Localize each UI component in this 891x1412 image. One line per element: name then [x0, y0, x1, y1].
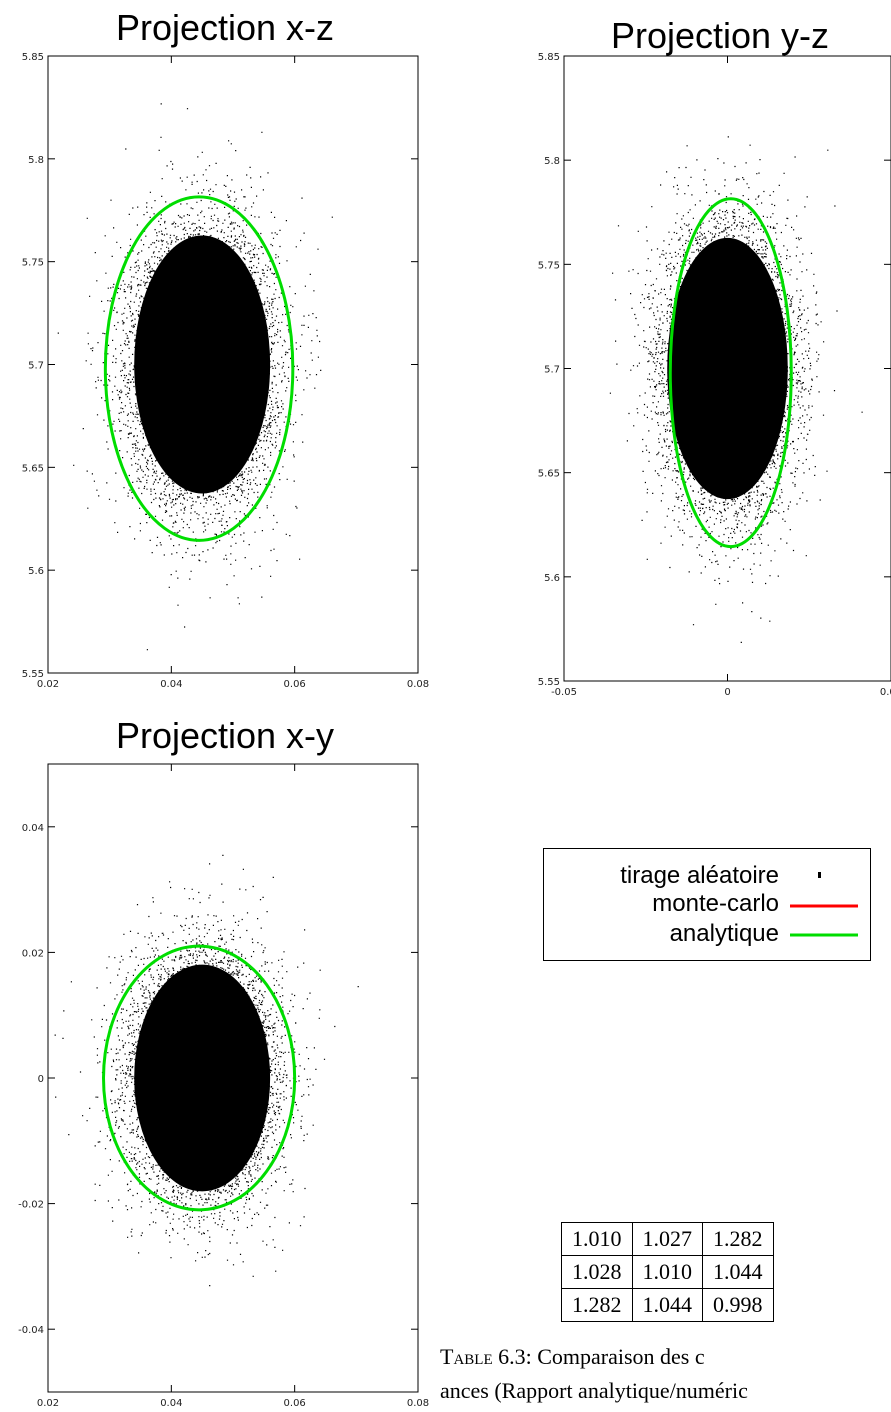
y-tick-label: 0.04 — [22, 823, 44, 834]
y-tick-label: 5.7 — [544, 365, 560, 376]
table-cell: 0.998 — [702, 1288, 774, 1322]
y-tick-label: 5.8 — [28, 155, 44, 166]
chart-title: Projection y-z — [611, 15, 829, 56]
chart-2: 0.02 0.04 0.06 0.08 -0.04 -0.02 0 0.02 0.04 Proje… — [18, 715, 429, 1409]
x-tick-label: 0.02 — [37, 679, 59, 690]
y-tick-label: 5.85 — [22, 52, 44, 63]
scatter-core — [134, 235, 271, 494]
x-tick-label: 0.04 — [160, 1398, 182, 1409]
scatter-cloud — [609, 136, 863, 644]
chart-0: 0.02 0.04 0.06 0.08 5.55 5.6 5.65 5.7 5.75 5.8 5.8… — [22, 7, 429, 690]
legend-dot-icon — [818, 872, 821, 878]
x-tick-label: 0.06 — [284, 1398, 306, 1409]
x-tick-label: 0.05 — [880, 687, 891, 698]
chart-title: Projection x-y — [116, 715, 334, 756]
table-cell: 1.044 — [702, 1255, 774, 1289]
caption-line-2: ances (Rapport analytique/numéric — [440, 1378, 748, 1403]
table-cell: 1.027 — [631, 1222, 703, 1256]
table-caption: Table 6.3: Comparaison des c ances (Rapp… — [440, 1340, 891, 1408]
legend-label-monte-carlo: monte-carlo — [652, 890, 779, 917]
y-tick-label: 0.02 — [22, 948, 44, 959]
x-tick-label: -0.05 — [551, 687, 577, 698]
table-cell: 1.282 — [702, 1222, 774, 1256]
legend-label-analytique: analytique — [670, 920, 779, 947]
scatter-cloud — [54, 854, 359, 1287]
table-cell: 1.010 — [631, 1255, 703, 1289]
scatter-core — [667, 237, 788, 500]
caption-prefix: Table — [440, 1344, 493, 1369]
y-tick-label: 5.8 — [544, 156, 560, 167]
table-cell: 1.010 — [561, 1222, 633, 1256]
x-tick-label: 0 — [724, 687, 730, 698]
legend-label-tirage: tirage aléatoire — [620, 862, 779, 889]
y-tick-label: 5.6 — [28, 566, 44, 577]
series-analytique — [668, 197, 793, 549]
scatter-cloud — [57, 103, 333, 651]
table-row: 1.282 1.044 0.998 — [561, 1288, 774, 1322]
y-tick-label: 5.75 — [22, 258, 44, 269]
y-tick-label: 5.65 — [538, 469, 560, 480]
y-tick-label: 5.7 — [28, 361, 44, 372]
y-tick-label: 5.75 — [538, 260, 560, 271]
caption-line-1: 6.3: Comparaison des c — [498, 1344, 705, 1369]
y-tick-label: 0 — [38, 1074, 44, 1085]
table-row: 1.028 1.010 1.044 — [561, 1255, 774, 1289]
y-tick-label: 5.65 — [22, 463, 44, 474]
table-cell: 1.044 — [631, 1288, 703, 1322]
x-tick-label: 0.02 — [37, 1398, 59, 1409]
chart-1: -0.05 0 0.05 5.55 5.6 5.65 5.7 5.75 5.8 5.85 Proje… — [538, 15, 891, 698]
legend: tirage aléatoire monte-carlo analytique — [543, 848, 871, 961]
table-cell: 1.028 — [561, 1255, 633, 1289]
y-tick-label: 5.6 — [544, 573, 560, 584]
x-tick-label: 0.06 — [284, 679, 306, 690]
table-row: 1.010 1.027 1.282 — [561, 1222, 774, 1256]
x-tick-label: 0.08 — [407, 679, 429, 690]
series-analytique — [101, 944, 297, 1212]
series-analytique — [103, 195, 295, 542]
x-tick-label: 0.04 — [160, 679, 182, 690]
y-tick-label: 5.55 — [538, 677, 560, 688]
y-tick-label: 5.85 — [538, 52, 560, 63]
y-tick-label: -0.04 — [18, 1325, 44, 1336]
covariance-table: 1.010 1.027 1.282 1.028 1.010 1.044 1.28… — [561, 1222, 774, 1322]
chart-title: Projection x-z — [116, 7, 334, 48]
x-tick-label: 0.08 — [407, 1398, 429, 1409]
table-cell: 1.282 — [561, 1288, 633, 1322]
y-tick-label: -0.02 — [18, 1200, 44, 1211]
scatter-core — [134, 964, 271, 1192]
y-tick-label: 5.55 — [22, 669, 44, 680]
